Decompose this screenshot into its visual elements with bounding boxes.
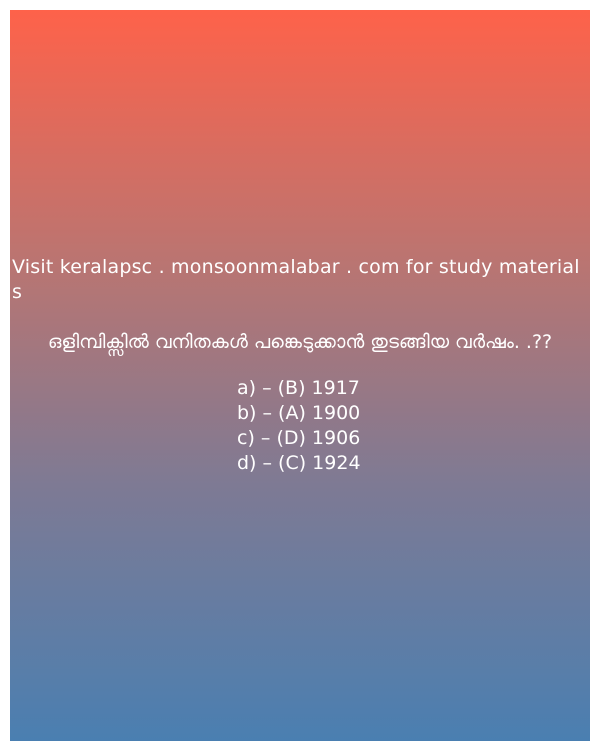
question-card: Visit keralapsc . monsoonmalabar . com f… <box>10 10 590 741</box>
option-a: a) – (B) 1917 <box>237 377 360 399</box>
question-text: ഒളിമ്പിക്സിൽ വനിതകൾ പങ്കെടുക്കാൻ തുടങ്ങി… <box>47 331 553 353</box>
option-d: d) – (C) 1924 <box>237 452 361 474</box>
promo-text: Visit keralapsc . monsoonmalabar . com f… <box>12 256 580 303</box>
option-b: b) – (A) 1900 <box>237 402 361 424</box>
option-c: c) – (D) 1906 <box>237 427 361 449</box>
options-list: a) – (B) 1917 b) – (A) 1900 c) – (D) 190… <box>237 376 361 476</box>
